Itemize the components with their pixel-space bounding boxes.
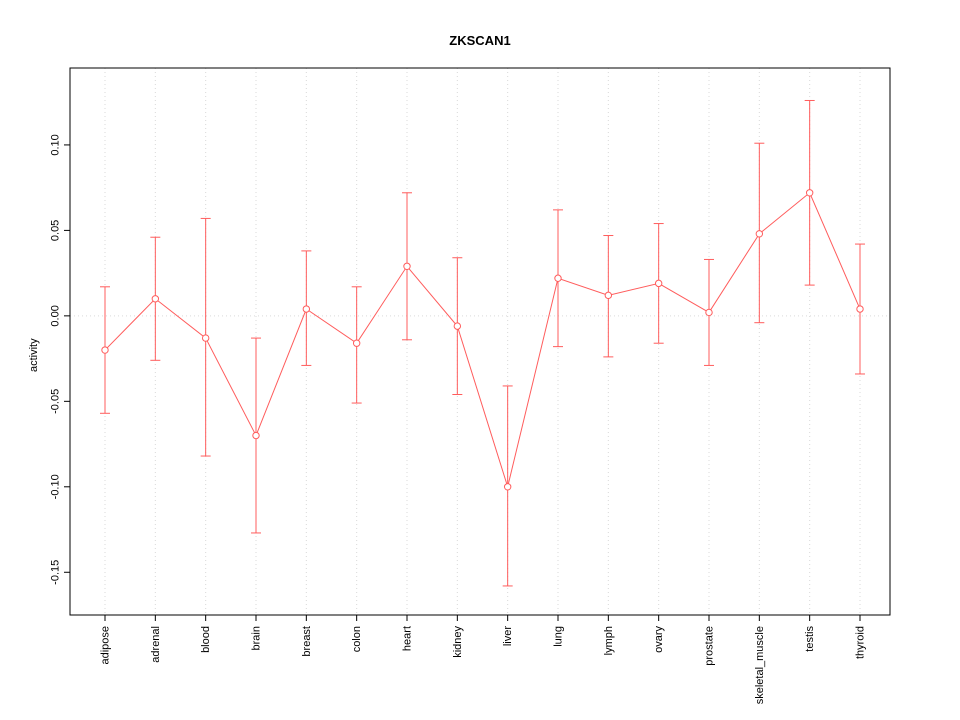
data-point — [201, 334, 210, 342]
data-point — [453, 322, 462, 330]
x-tick-label: thyroid — [855, 626, 867, 659]
x-tick-label: adrenal — [150, 626, 162, 663]
y-tick-label: -0.10 — [50, 474, 62, 499]
x-tick-label: lymph — [603, 626, 615, 655]
x-tick-label: adipose — [100, 626, 112, 665]
data-point — [252, 431, 260, 440]
x-tick-label: blood — [200, 626, 212, 653]
data-point — [554, 274, 562, 282]
data-point — [856, 305, 864, 313]
x-tick-label: breast — [301, 626, 313, 657]
data-point — [755, 230, 764, 238]
y-tick-label: -0.05 — [50, 389, 62, 414]
data-point — [101, 346, 109, 354]
x-tick-label: liver — [502, 626, 514, 647]
x-tick-label: skeletal_muscle — [754, 626, 766, 704]
data-point — [302, 305, 311, 313]
y-tick-label: 0.00 — [50, 305, 62, 326]
x-tick-label: prostate — [704, 626, 716, 666]
y-tick-label: -0.15 — [50, 560, 62, 585]
x-tick-label: lung — [553, 626, 565, 647]
plot-box — [69, 67, 891, 616]
y-tick-label: 0.05 — [50, 220, 62, 241]
data-point — [705, 308, 713, 317]
data-point — [503, 483, 512, 491]
x-tick-label: kidney — [452, 626, 464, 658]
x-tick-label: ovary — [653, 626, 665, 653]
data-point — [151, 295, 160, 303]
data-point — [352, 339, 361, 347]
chart-title: ZKSCAN1 — [449, 33, 511, 48]
data-point — [805, 189, 814, 197]
x-tick-label: heart — [402, 626, 414, 651]
x-tick-label: colon — [351, 626, 363, 652]
data-point — [403, 262, 411, 270]
x-tick-label: testis — [804, 626, 816, 652]
data-point — [604, 291, 613, 300]
x-tick-label: brain — [251, 626, 263, 650]
y-tick-label: 0.10 — [50, 134, 62, 155]
series-line — [104, 191, 861, 489]
data-point — [654, 279, 663, 288]
